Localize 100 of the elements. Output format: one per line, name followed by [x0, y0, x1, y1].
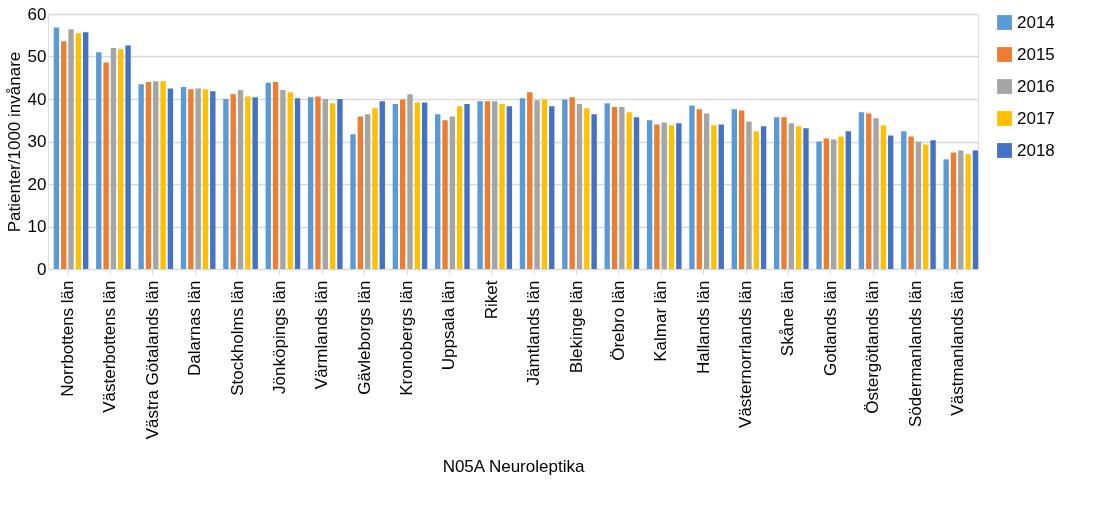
bar: [908, 136, 914, 269]
bar: [153, 81, 159, 269]
bar: [125, 45, 131, 269]
bar: [731, 109, 738, 269]
x-tick-label: Kalmar län: [651, 280, 671, 362]
x-tick-label: Västernorrlands län: [736, 280, 756, 428]
bar: [795, 126, 802, 269]
bar: [329, 103, 336, 269]
bar: [611, 107, 618, 269]
x-tick-label: Hallands län: [693, 280, 713, 375]
bar: [167, 88, 174, 269]
bar: [661, 122, 667, 269]
bar: [781, 117, 787, 269]
bar: [888, 135, 894, 269]
bar: [457, 106, 463, 269]
x-tick-label: Riket: [481, 280, 501, 320]
x-tick-label: Östergötlands län: [863, 280, 883, 414]
y-tick-label: 0: [37, 259, 47, 279]
bar: [96, 52, 102, 269]
bar: [654, 124, 660, 269]
bar: [534, 100, 540, 269]
y-tick-label: 60: [27, 4, 47, 24]
bar: [696, 109, 702, 269]
bar: [294, 98, 301, 269]
bar: [619, 107, 625, 269]
x-tick-label: Uppsala län: [439, 280, 459, 371]
bar: [210, 91, 216, 269]
bar: [414, 102, 421, 269]
bar: [866, 113, 872, 269]
legend-label: 2016: [1017, 76, 1055, 96]
bar: [421, 102, 428, 269]
bar: [61, 41, 67, 269]
bar: [399, 99, 406, 269]
bar: [265, 82, 271, 269]
bar: [915, 141, 922, 269]
legend-label: 2015: [1017, 44, 1055, 64]
x-tick-label: Jämtlands län: [524, 280, 544, 386]
y-tick-label: 10: [27, 217, 47, 236]
bar: [703, 113, 710, 269]
bar: [145, 82, 152, 269]
bar: [287, 92, 293, 269]
bar: [138, 84, 144, 269]
bar: [845, 131, 852, 269]
bar: [746, 121, 752, 269]
bar: [75, 33, 82, 269]
bar: [484, 101, 491, 269]
bar: [307, 97, 314, 269]
bar: [350, 134, 356, 269]
bar: [372, 108, 378, 269]
legend-label: 2018: [1017, 140, 1055, 160]
bar: [499, 104, 505, 269]
bar: [831, 139, 837, 269]
bar: [202, 89, 209, 269]
bar: [477, 101, 483, 269]
bar: [180, 87, 187, 269]
y-tick-label: 20: [27, 174, 47, 194]
x-tick-label: Kronobergs län: [397, 280, 417, 396]
bar: [773, 117, 780, 269]
bar: [604, 103, 610, 269]
bar: [272, 82, 279, 269]
legend-label: 2017: [1017, 108, 1055, 128]
bar: [195, 88, 201, 269]
bar: [118, 49, 124, 269]
bar: [562, 99, 568, 269]
bar: [337, 99, 343, 269]
x-tick-label: Västra Götalands län: [142, 280, 162, 440]
bar: [237, 90, 244, 269]
bar: [230, 94, 236, 269]
bar: [442, 120, 448, 269]
bar: [591, 114, 597, 269]
bar: [280, 90, 286, 269]
bar: [676, 123, 682, 269]
bar: [738, 110, 745, 269]
bar: [364, 114, 371, 269]
bar: [711, 125, 717, 269]
bar: [569, 97, 575, 269]
bar: [110, 48, 117, 269]
bar: [788, 123, 795, 269]
x-tick-label: Jönköpings län: [269, 280, 289, 394]
bar: [901, 131, 907, 269]
bar: [407, 94, 413, 269]
x-tick-label: Värmlands län: [312, 280, 332, 390]
bar: [880, 125, 887, 269]
bar: [464, 104, 470, 269]
bar: [633, 117, 640, 269]
bar: [252, 97, 258, 269]
bar: [160, 81, 166, 269]
bar: [322, 99, 328, 269]
legend-label: 2014: [1017, 12, 1055, 32]
bar: [689, 105, 695, 269]
bar: [965, 154, 971, 269]
bar: [492, 101, 498, 269]
bar: [760, 126, 767, 269]
x-tick-label: Västerbottens län: [100, 280, 120, 413]
x-tick-label: Stockholms län: [227, 280, 247, 396]
x-tick-label: Dalarnas län: [185, 280, 205, 376]
bar: [646, 120, 653, 269]
bar: [803, 128, 809, 269]
x-tick-label: Södermanlands län: [905, 280, 925, 427]
bar: [753, 131, 759, 269]
